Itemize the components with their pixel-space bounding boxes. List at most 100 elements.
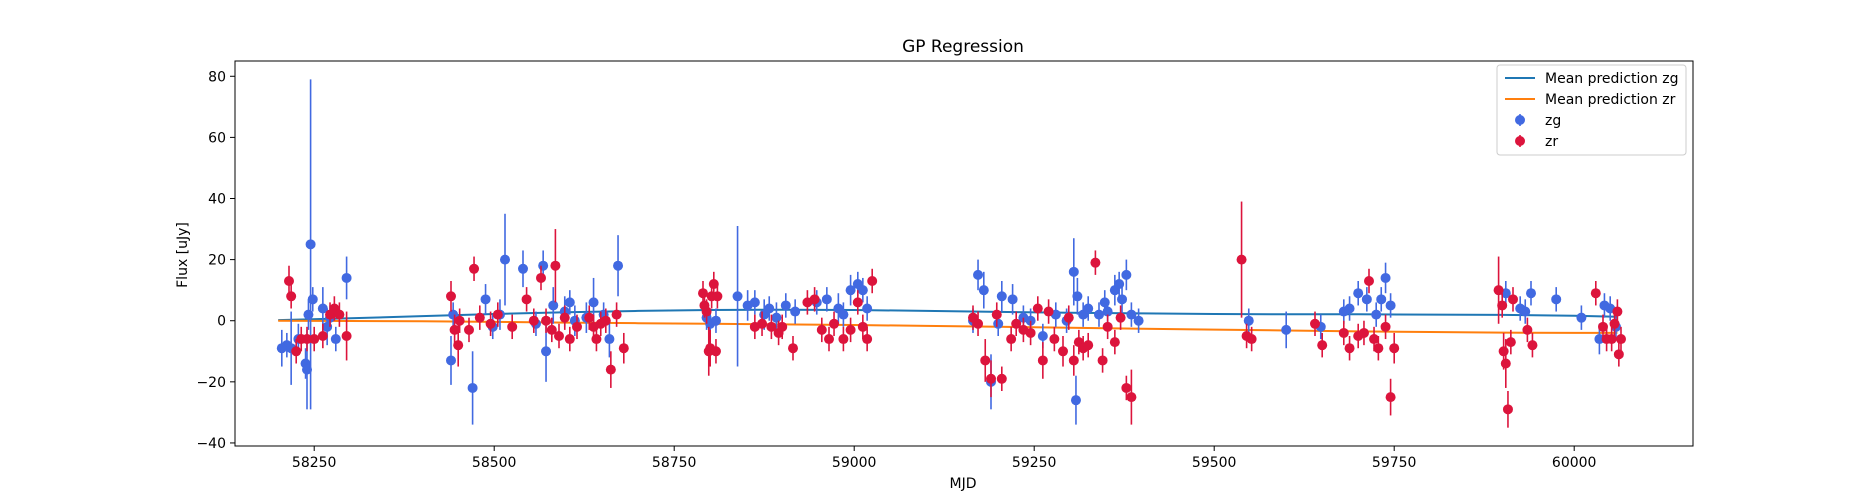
data-point-zg bbox=[790, 306, 801, 317]
data-point-zg bbox=[303, 309, 314, 320]
data-point-zr bbox=[618, 343, 629, 354]
x-tick-label: 58250 bbox=[292, 455, 337, 471]
data-point-zg bbox=[1344, 303, 1355, 314]
data-point-zr bbox=[1505, 337, 1516, 348]
data-point-zr bbox=[845, 324, 856, 335]
data-point-zg bbox=[341, 272, 352, 283]
data-point-zg bbox=[588, 297, 599, 308]
data-point-zr bbox=[507, 321, 518, 332]
data-point-zr bbox=[284, 276, 294, 286]
data-point-zr bbox=[591, 334, 602, 345]
data-point-zg bbox=[467, 382, 478, 393]
data-point-zr bbox=[1115, 312, 1126, 323]
data-point-zr bbox=[536, 272, 546, 283]
legend-label-zg-line: Mean prediction zg bbox=[1545, 71, 1679, 87]
y-axis-label: Flux [uJy] bbox=[175, 222, 191, 288]
data-point-zr bbox=[1364, 276, 1374, 286]
data-point-zr bbox=[1317, 340, 1328, 351]
data-point-zr bbox=[857, 321, 868, 332]
data-point-zr bbox=[611, 309, 622, 320]
data-point-zg bbox=[1594, 334, 1605, 345]
data-point-zg bbox=[302, 364, 312, 375]
data-point-zr bbox=[286, 291, 297, 302]
data-point-zg bbox=[1072, 291, 1083, 302]
data-point-zr bbox=[1058, 346, 1068, 357]
data-point-zg bbox=[1371, 309, 1382, 320]
plot-body bbox=[276, 79, 1626, 428]
data-point-zr bbox=[449, 324, 460, 335]
data-point-zr bbox=[809, 294, 820, 305]
data-point-zg bbox=[448, 309, 459, 320]
data-point-zg bbox=[1070, 395, 1081, 406]
data-point-zg bbox=[996, 291, 1007, 302]
mean-line-zr bbox=[278, 319, 1618, 334]
axes-frame bbox=[234, 60, 1694, 447]
data-point-zr bbox=[1616, 334, 1626, 345]
y-tick-label: 0 bbox=[217, 314, 226, 330]
data-point-zr bbox=[1032, 303, 1043, 314]
data-point-zg bbox=[1102, 306, 1113, 317]
data-point-zr bbox=[816, 324, 827, 335]
data-point-zr bbox=[528, 315, 539, 326]
y-tick-label: 40 bbox=[208, 192, 226, 208]
x-tick-label: 60000 bbox=[1552, 455, 1597, 471]
x-tick-label: 59500 bbox=[1192, 455, 1237, 471]
data-point-zr bbox=[1613, 349, 1624, 360]
data-point-zg bbox=[749, 297, 760, 308]
data-point-zr bbox=[1037, 355, 1048, 366]
data-point-zg bbox=[973, 269, 984, 280]
data-point-zg bbox=[330, 334, 341, 345]
data-point-zg bbox=[1520, 306, 1531, 317]
data-point-zr bbox=[1025, 327, 1036, 338]
data-point-zg bbox=[1380, 272, 1391, 283]
y-tick-label: 20 bbox=[208, 253, 226, 269]
data-point-zr bbox=[838, 334, 849, 345]
data-point-zr bbox=[1310, 318, 1320, 329]
data-point-zr bbox=[1236, 254, 1247, 265]
data-point-zg bbox=[1117, 294, 1128, 305]
data-point-zr bbox=[1090, 257, 1101, 268]
data-point-zg bbox=[857, 285, 868, 296]
data-point-zr bbox=[1502, 404, 1513, 415]
data-point-zr bbox=[469, 263, 480, 274]
data-point-zr bbox=[1373, 343, 1384, 354]
data-point-zr bbox=[1527, 340, 1538, 351]
data-point-zr bbox=[710, 346, 721, 357]
data-point-zr bbox=[464, 324, 474, 335]
legend-label-zg-marker: zg bbox=[1545, 113, 1561, 129]
data-point-zg bbox=[604, 334, 615, 345]
series-zg bbox=[276, 79, 1621, 425]
data-point-zr bbox=[1049, 334, 1060, 345]
data-point-zr bbox=[474, 312, 485, 323]
data-point-zg bbox=[1037, 331, 1048, 341]
data-point-zg bbox=[1007, 294, 1018, 305]
y-tick-label: 80 bbox=[208, 69, 226, 85]
legend-label-zr-marker: zr bbox=[1545, 134, 1558, 150]
y-tick-label: −40 bbox=[196, 436, 226, 452]
data-point-zr bbox=[1246, 334, 1257, 345]
data-point-zg bbox=[564, 297, 575, 308]
data-point-zr bbox=[1522, 324, 1533, 335]
data-point-zg bbox=[305, 239, 316, 250]
data-point-zg bbox=[771, 312, 782, 323]
data-point-zr bbox=[1498, 346, 1509, 357]
data-point-zr bbox=[485, 318, 496, 329]
data-point-zr bbox=[862, 334, 873, 345]
data-point-zr bbox=[1497, 300, 1508, 311]
data-point-zr bbox=[309, 334, 320, 345]
data-point-zr bbox=[1109, 337, 1120, 348]
data-point-zr bbox=[996, 373, 1007, 384]
y-tick-label: 60 bbox=[208, 130, 226, 146]
data-point-zg bbox=[1576, 312, 1587, 323]
data-point-zg bbox=[1281, 324, 1292, 335]
data-point-zr bbox=[1006, 334, 1017, 345]
data-point-zr bbox=[521, 294, 532, 305]
data-point-zr bbox=[334, 309, 345, 320]
data-point-zg bbox=[1551, 294, 1562, 305]
data-point-zr bbox=[446, 291, 456, 302]
plot-area bbox=[276, 79, 1626, 428]
data-point-zr bbox=[788, 343, 798, 354]
data-point-zr bbox=[317, 331, 328, 341]
data-point-zg bbox=[993, 318, 1004, 329]
